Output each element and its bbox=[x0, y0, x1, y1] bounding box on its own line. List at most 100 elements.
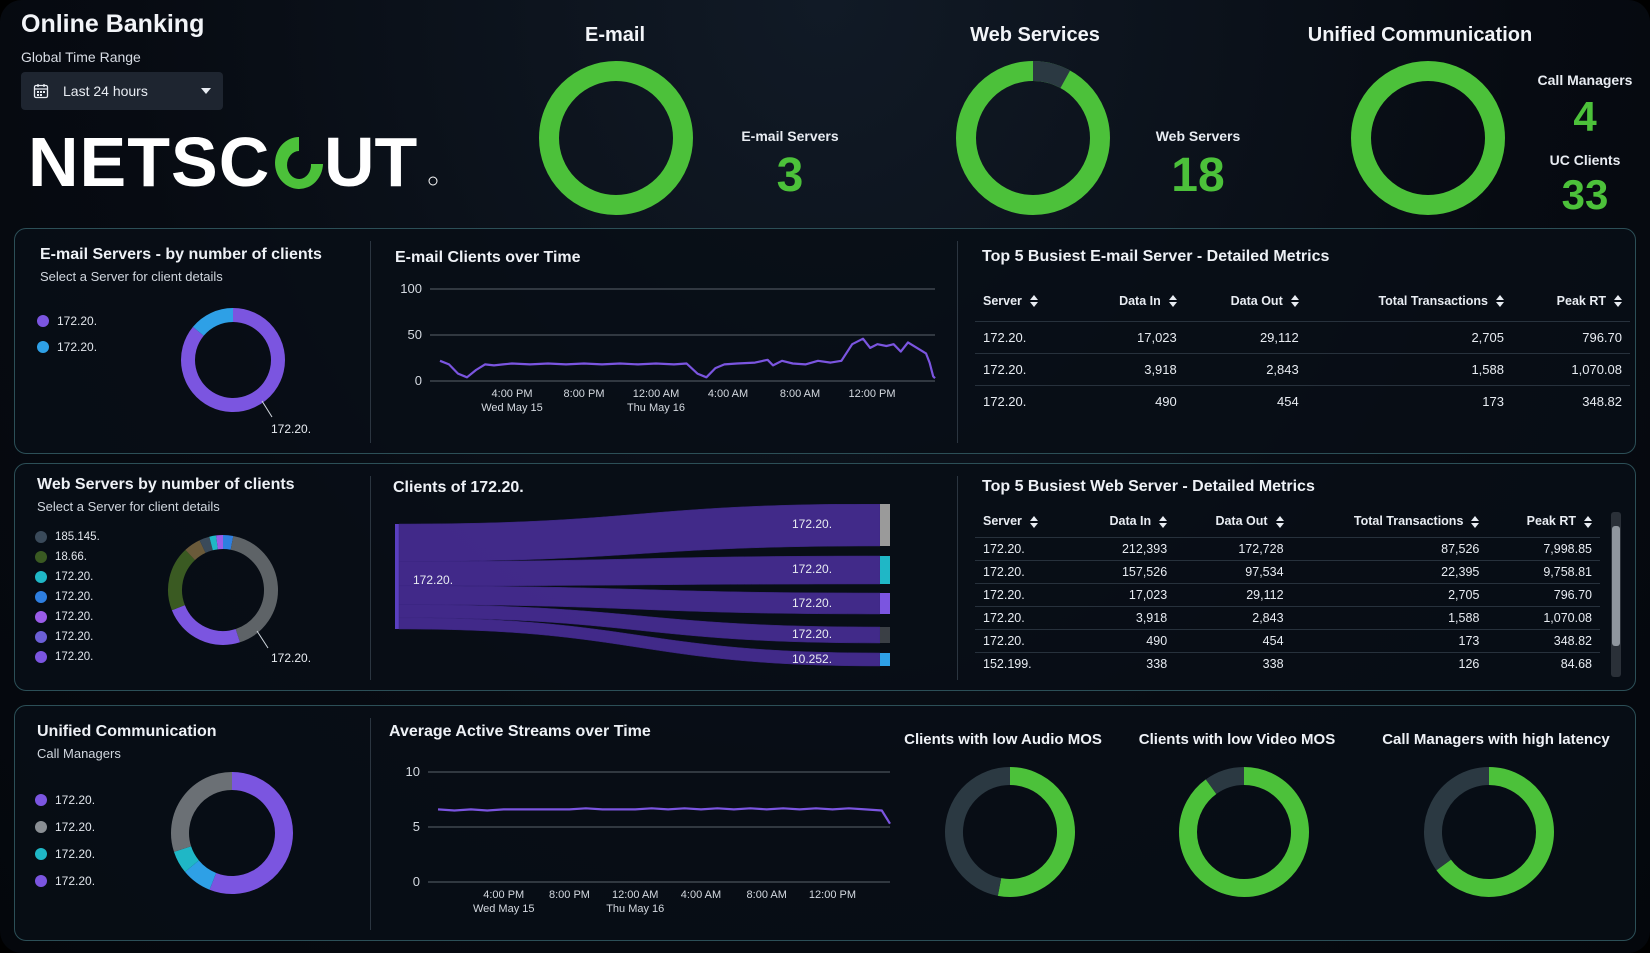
column-header[interactable]: Data In bbox=[1073, 506, 1175, 537]
call-managers-donut[interactable] bbox=[170, 771, 294, 895]
legend-swatch bbox=[35, 793, 47, 806]
donut-segment bbox=[1179, 767, 1309, 897]
column-header[interactable]: Server bbox=[975, 506, 1073, 537]
sankey-target-node bbox=[880, 593, 890, 614]
sankey-link bbox=[398, 504, 881, 562]
table-cell: 172,728 bbox=[1175, 536, 1292, 560]
sort-icon[interactable] bbox=[1471, 515, 1480, 528]
sort-icon[interactable] bbox=[1029, 295, 1038, 308]
panel-divider bbox=[957, 476, 958, 680]
latency-ring[interactable] bbox=[1423, 766, 1555, 898]
legend-item[interactable]: 172.20. bbox=[37, 308, 97, 334]
table-row[interactable]: 152.199. 338 338 126 84.68 bbox=[975, 651, 1600, 675]
donut-segment bbox=[230, 535, 278, 643]
legend-label: 172.20. bbox=[55, 792, 96, 807]
web-servers-donut[interactable] bbox=[167, 534, 279, 646]
table-cell: 172.20. bbox=[975, 352, 1078, 385]
kpi-email-ring[interactable] bbox=[538, 60, 694, 216]
table-row[interactable]: 172.20. 490 454 173 348.82 bbox=[975, 384, 1630, 417]
ring-segment-green bbox=[956, 61, 1110, 215]
column-header[interactable]: Data Out bbox=[1185, 281, 1307, 321]
legend-item[interactable]: 172.20. bbox=[35, 786, 95, 813]
x-tick-label: 4:00 AM bbox=[681, 889, 721, 901]
table-cell: 796.70 bbox=[1511, 320, 1630, 353]
scrollbar-thumb[interactable] bbox=[1612, 526, 1620, 646]
sort-icon[interactable] bbox=[1275, 515, 1284, 528]
table-row[interactable]: 172.20. 157,526 97,534 22,395 9,758.81 bbox=[975, 559, 1600, 583]
kpi-uc-value-call-managers[interactable]: 4 bbox=[1573, 93, 1597, 140]
legend-item[interactable]: 172.20. bbox=[35, 867, 95, 894]
kpi-uc-label-call-managers: Call Managers bbox=[1537, 72, 1633, 88]
legend-item[interactable]: 172.20. bbox=[35, 587, 100, 607]
legend-label: 172.20. bbox=[57, 314, 98, 328]
series-line bbox=[439, 337, 936, 379]
legend-item[interactable]: 172.20. bbox=[35, 647, 100, 667]
legend-item[interactable]: 18.66. bbox=[35, 547, 100, 567]
legend-label: 185.145. bbox=[55, 531, 100, 543]
column-header[interactable]: Peak RT bbox=[1487, 506, 1600, 537]
table-row[interactable]: 172.20. 17,023 29,112 2,705 796.70 bbox=[975, 320, 1630, 353]
kpi-web-ring[interactable] bbox=[955, 60, 1111, 216]
column-header[interactable]: Server bbox=[975, 281, 1078, 321]
donut-segment bbox=[173, 845, 200, 872]
x-tick-label: 4:00 AM bbox=[708, 388, 748, 400]
table-cell: 3,918 bbox=[1077, 352, 1185, 385]
column-header[interactable]: Data Out bbox=[1175, 506, 1291, 537]
legend-swatch bbox=[35, 651, 47, 663]
legend-item[interactable]: 172.20. bbox=[35, 813, 95, 840]
time-range-select[interactable]: Last 24 hours bbox=[21, 72, 223, 110]
legend-swatch bbox=[35, 631, 47, 643]
x-tick-sublabel: Thu May 16 bbox=[627, 402, 685, 414]
y-tick-label: 0 bbox=[413, 874, 420, 889]
legend-item[interactable]: 185.145. bbox=[35, 527, 100, 547]
clients-sankey[interactable] bbox=[395, 504, 935, 689]
donut-segment bbox=[192, 308, 234, 337]
mos-video-ring[interactable] bbox=[1178, 766, 1310, 898]
table-row[interactable]: 172.20. 17,023 29,112 2,705 796.70 bbox=[975, 582, 1600, 606]
table-cell: 157,526 bbox=[1073, 559, 1176, 583]
column-header[interactable]: Peak RT bbox=[1512, 281, 1630, 321]
sankey-target-label: 172.20. bbox=[792, 627, 833, 641]
active-streams-line-chart[interactable]: 0 5 10 4:00 PM Wed May 15 8:00 PM 12:00 AM Thu … bbox=[380, 754, 900, 922]
sort-icon[interactable] bbox=[1614, 295, 1622, 308]
x-tick-label: 4:00 PM bbox=[483, 889, 524, 901]
web-legend: 185.145. 18.66. 172.20. 172.20. 172.20. 172.2… bbox=[35, 527, 100, 667]
table-row[interactable]: 172.20. 490 454 173 348.82 bbox=[975, 628, 1600, 652]
legend-item[interactable]: 172.20. bbox=[35, 627, 100, 647]
table-row[interactable]: 172.20. 3,918 2,843 1,588 1,070.08 bbox=[975, 352, 1630, 385]
column-header[interactable]: Data In bbox=[1078, 281, 1185, 321]
kpi-web-value[interactable]: 18 bbox=[1171, 149, 1225, 202]
email-servers-donut[interactable] bbox=[180, 307, 286, 413]
legend-item[interactable]: 172.20. bbox=[37, 334, 97, 360]
sort-icon[interactable] bbox=[1159, 515, 1168, 528]
column-header-label: Peak RT bbox=[1556, 293, 1606, 308]
table-cell: 2,843 bbox=[1175, 605, 1292, 629]
column-header[interactable]: Total Transactions bbox=[1292, 506, 1488, 537]
kpi-uc-value-uc-clients[interactable]: 33 bbox=[1561, 171, 1609, 218]
y-tick-label: 50 bbox=[408, 327, 422, 342]
web-panel: Web Servers by number of clients Select … bbox=[14, 463, 1636, 691]
column-header[interactable]: Total Transactions bbox=[1307, 281, 1512, 321]
sort-icon[interactable] bbox=[1495, 295, 1504, 308]
table-row[interactable]: 172.20. 212,393 172,728 87,526 7,998.85 bbox=[975, 536, 1600, 560]
mos-audio-ring[interactable] bbox=[944, 766, 1076, 898]
legend-swatch bbox=[35, 571, 47, 583]
email-clients-line-chart[interactable]: 0 50 100 4:00 PM Wed May 15 8:00 PM 12:00 AM Th… bbox=[385, 279, 945, 419]
legend-swatch bbox=[35, 874, 47, 887]
sort-icon[interactable] bbox=[1029, 515, 1038, 528]
donut-segment bbox=[1205, 767, 1245, 795]
sort-icon[interactable] bbox=[1168, 295, 1177, 308]
table-row[interactable]: 172.20. 3,918 2,843 1,588 1,070.08 bbox=[975, 605, 1600, 629]
web-table-scrollbar[interactable] bbox=[1611, 512, 1621, 677]
legend-item[interactable]: 172.20. bbox=[35, 607, 100, 627]
sort-icon[interactable] bbox=[1290, 295, 1299, 308]
legend-label: 172.20. bbox=[55, 846, 96, 861]
kpi-uc-ring[interactable] bbox=[1350, 60, 1506, 216]
legend-item[interactable]: 172.20. bbox=[35, 567, 100, 587]
table-cell: 348.82 bbox=[1487, 628, 1600, 652]
email-clients-chart-title: E-mail Clients over Time bbox=[395, 249, 581, 266]
legend-item[interactable]: 172.20. bbox=[35, 840, 95, 867]
sort-icon[interactable] bbox=[1584, 515, 1592, 528]
kpi-email-value[interactable]: 3 bbox=[776, 149, 804, 202]
